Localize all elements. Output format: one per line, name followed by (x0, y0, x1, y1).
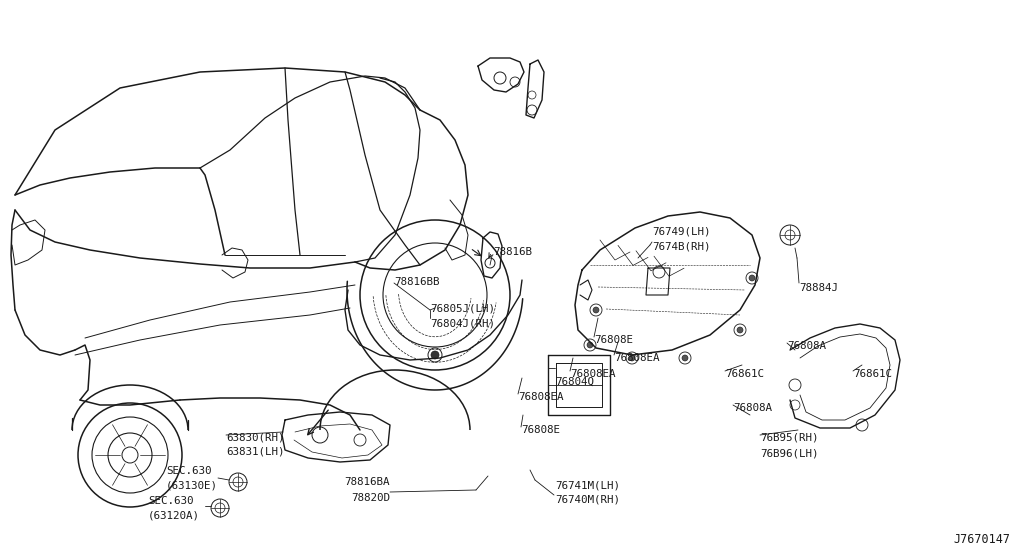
Text: SEC.630: SEC.630 (148, 496, 194, 506)
Text: 76740M(RH): 76740M(RH) (555, 495, 620, 505)
Text: 76B96(LH): 76B96(LH) (760, 448, 818, 458)
Circle shape (587, 342, 593, 348)
Text: 78816BA: 78816BA (344, 477, 390, 487)
Text: 76861C: 76861C (725, 369, 764, 379)
Text: 76861C: 76861C (853, 369, 892, 379)
Text: 76808E: 76808E (521, 425, 560, 435)
Text: 76741M(LH): 76741M(LH) (555, 480, 620, 490)
Circle shape (682, 355, 688, 361)
Circle shape (629, 355, 635, 361)
Text: 78816B: 78816B (493, 247, 532, 257)
Text: 76804Q: 76804Q (555, 377, 594, 387)
Text: J7670147: J7670147 (953, 533, 1010, 546)
Text: 7674B(RH): 7674B(RH) (652, 241, 711, 251)
Text: 76804J(RH): 76804J(RH) (430, 318, 495, 328)
Text: SEC.630: SEC.630 (166, 466, 212, 476)
Circle shape (593, 307, 599, 313)
Text: 76808EA: 76808EA (570, 369, 615, 379)
Text: 76B95(RH): 76B95(RH) (760, 433, 818, 443)
Circle shape (737, 327, 743, 333)
Text: 76808A: 76808A (787, 341, 826, 351)
Text: 78820D: 78820D (351, 493, 390, 503)
Text: (63130E): (63130E) (166, 481, 218, 491)
Text: 76808E: 76808E (594, 335, 633, 345)
Circle shape (431, 351, 439, 359)
Text: 76808EA: 76808EA (614, 353, 659, 363)
Text: 63831(LH): 63831(LH) (226, 447, 285, 457)
Circle shape (749, 275, 755, 281)
Text: 63830(RH): 63830(RH) (226, 432, 285, 442)
Text: 76805J(LH): 76805J(LH) (430, 303, 495, 313)
Text: 76808A: 76808A (733, 403, 772, 413)
Text: 76808EA: 76808EA (518, 392, 563, 402)
Text: 78884J: 78884J (799, 283, 838, 293)
Text: (63120A): (63120A) (148, 511, 200, 521)
Text: 76749(LH): 76749(LH) (652, 226, 711, 236)
Text: 78816BB: 78816BB (394, 277, 439, 287)
